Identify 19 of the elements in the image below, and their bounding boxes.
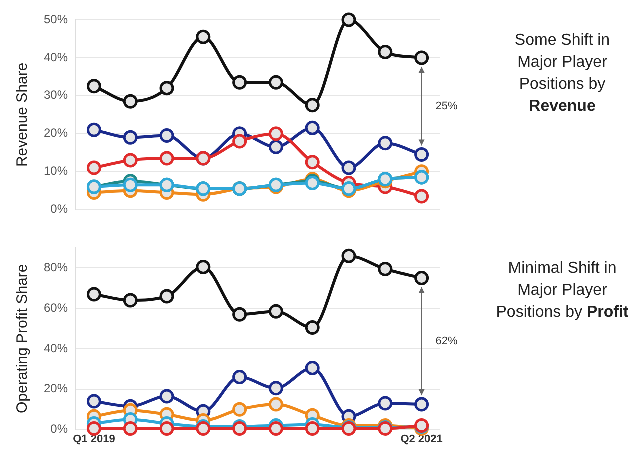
y-tick-label: 30% [44, 88, 68, 102]
y-tick-label: 50% [44, 12, 68, 26]
y-tick-label: 20% [44, 126, 68, 140]
y-tick-label: 40% [44, 50, 68, 64]
annotation: 62% [436, 335, 458, 348]
y-tick-label: 60% [44, 300, 68, 315]
y-tick-label: 10% [44, 164, 68, 178]
y-axis-title: Revenue Share [14, 62, 32, 168]
annotation: 25% [436, 100, 458, 112]
text: Some Shift in Major Player Positions by Revenue [514, 31, 612, 117]
y-tick-label: 0% [50, 422, 68, 436]
x-tick-label: Q1 2019 [73, 433, 116, 446]
y-tick-label: 0% [50, 202, 68, 216]
x-tick-label: Q2 2021 [400, 433, 443, 446]
y-axis-title: Operating Profit Share [14, 264, 32, 414]
y-tick-label: 40% [44, 341, 68, 356]
y-tick-label: 20% [44, 382, 68, 396]
y-tick-label: 80% [44, 260, 68, 275]
text: Minimal Shift in Major Player Positions by Profit [495, 259, 630, 323]
